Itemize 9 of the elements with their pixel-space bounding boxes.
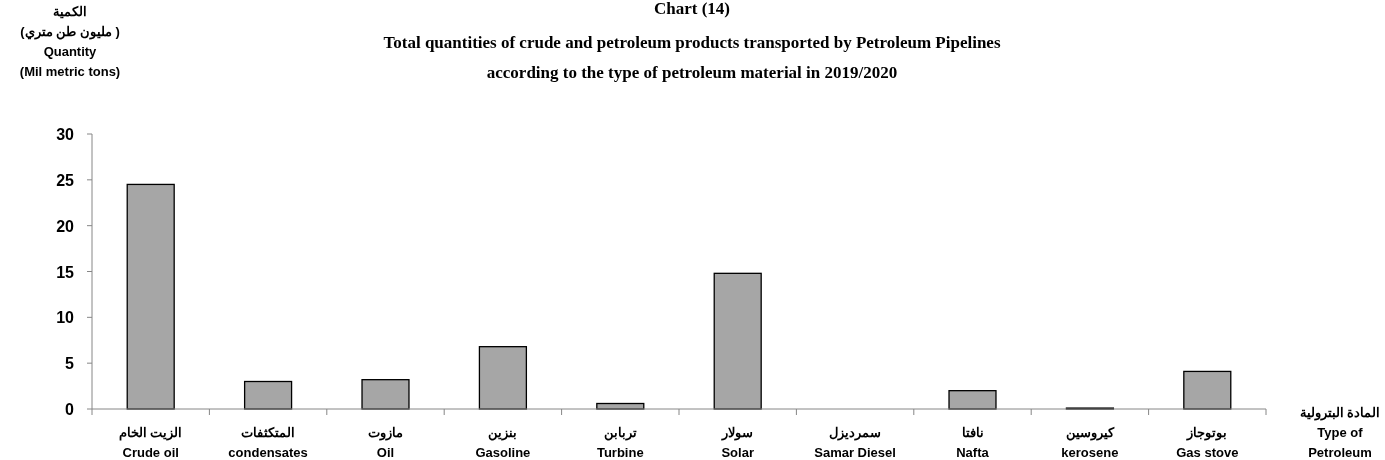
- ytick: 0: [65, 401, 74, 418]
- ytick: 25: [56, 171, 74, 189]
- title: Chart (14): [654, 0, 730, 18]
- ytick: 10: [56, 309, 74, 327]
- ytick: 15: [56, 263, 74, 281]
- ytick: 20: [56, 217, 74, 235]
- ytick: 5: [65, 355, 74, 373]
- subtitle: Total quantities of crude and petroleum products transported by Petroleum Pipelines according to the type of petroleum material in 2019/2020: [383, 33, 1001, 82]
- ytick: 30: [56, 126, 74, 143]
